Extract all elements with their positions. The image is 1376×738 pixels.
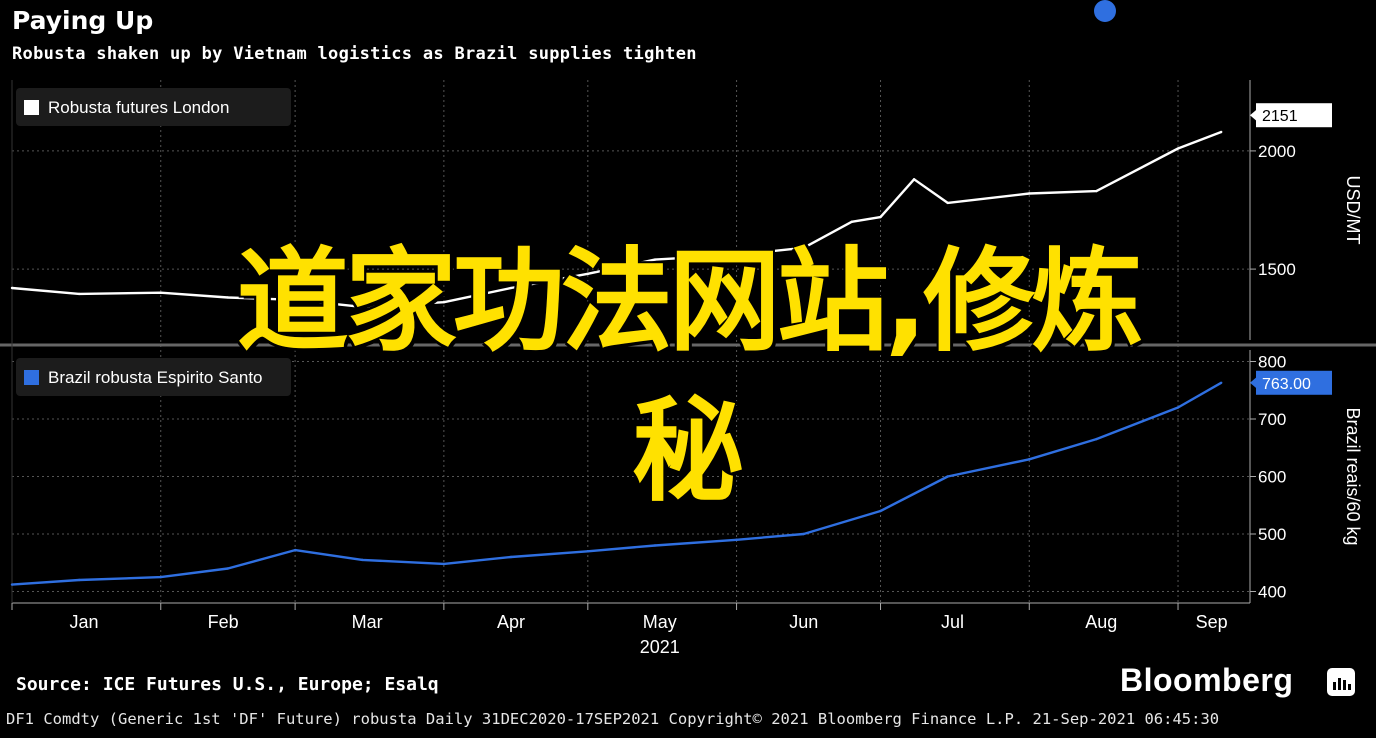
series-point [159,291,162,294]
chart-title: Paying Up [12,6,154,35]
y-tick-label: 500 [1258,525,1286,544]
series-lines [10,130,1223,586]
series-point [850,220,853,224]
axes [0,80,1376,610]
series-point [77,292,81,296]
chart-panels: Robusta futures London Brazil robusta Esp… [16,88,291,396]
series-point [653,258,657,261]
series-point [802,532,805,536]
end-value-pointer [1250,376,1257,389]
series-point [802,246,805,250]
x-tick-label: Jul [941,612,964,632]
series-point [1028,458,1031,461]
series-point [509,555,513,559]
x-tick-label: Apr [497,612,525,632]
legend-swatch [24,100,39,115]
series-point [946,201,949,205]
series-point [1095,189,1098,193]
series-point [293,298,297,302]
y-tick-label: 700 [1258,410,1286,429]
series-point [946,475,949,478]
y-tick-label: 2000 [1258,142,1296,161]
series-point [509,286,513,290]
x-tick-label: Aug [1085,612,1117,632]
legend-swatch [24,370,39,385]
series-point [653,544,657,547]
x-tick-label: Jan [69,612,98,632]
end-value-pointer [1250,109,1257,122]
legend-label: Robusta futures London [48,98,229,117]
series-point [912,178,916,181]
series-point [293,548,297,552]
series-point [1220,130,1223,134]
series-point [879,215,882,219]
series-point [735,538,738,541]
end-value-label: 763.00 [1262,376,1311,393]
series-point [442,300,446,304]
end-value-badge [1256,370,1332,395]
legend-label: Brazil robusta Espirito Santo [48,368,263,387]
y-tick-label: 1500 [1258,260,1296,279]
legend-box [16,88,291,126]
series-point [1176,147,1180,150]
series-point [1028,192,1031,195]
end-value-badge [1256,103,1332,128]
series-point [226,567,230,570]
bloomberg-icon [1327,668,1355,696]
series-point [1176,406,1180,409]
series-point [226,296,230,299]
x-tick-label: Mar [352,612,383,632]
series-point [77,578,81,582]
series-point [159,575,162,579]
source-note: Source: ICE Futures U.S., Europe; Esalq [16,674,439,695]
x-tick-label: Jun [789,612,818,632]
series-point [10,286,14,290]
bloomberg-logo: Bloomberg [1120,662,1294,698]
series-point [879,509,882,513]
overlay-text-line2: 秘 [632,387,744,517]
x-year-label: 2021 [640,637,680,657]
series-line-brazil [11,381,1222,586]
series-point [1095,437,1098,441]
y-tick-label: 800 [1258,353,1286,372]
y-axis-title: Brazil reais/60 kg [1343,407,1363,545]
blue-dot-marker [1094,0,1116,22]
y-tick-label: 400 [1258,583,1286,602]
series-point [361,305,364,309]
axis-labels: 1500 2000 USD/MT 2151 400 500 600 700 800 Brazil … [69,103,1363,657]
grid-lines [12,80,1250,603]
series-point [1220,381,1223,384]
series-point [361,558,364,562]
footer-metadata: DF1 Comdty (Generic 1st 'DF' Future) rob… [6,710,1220,728]
series-point [10,583,14,586]
y-axis-title: USD/MT [1343,176,1363,245]
series-point [586,272,590,276]
series-point [586,550,590,553]
x-tick-label: May [643,612,677,632]
series-point [735,253,738,257]
series-point [442,562,446,566]
y-tick-label: 600 [1258,468,1286,487]
legend-box [16,358,291,396]
series-line-london [11,130,1222,309]
x-tick-label: Feb [208,612,239,632]
overlay-text-line1: 道家功法网站,修炼 [236,237,1144,367]
x-tick-label: Sep [1196,612,1228,632]
end-value-label: 2151 [1262,108,1298,125]
chart-subtitle: Robusta shaken up by Vietnam logistics a… [12,44,697,64]
